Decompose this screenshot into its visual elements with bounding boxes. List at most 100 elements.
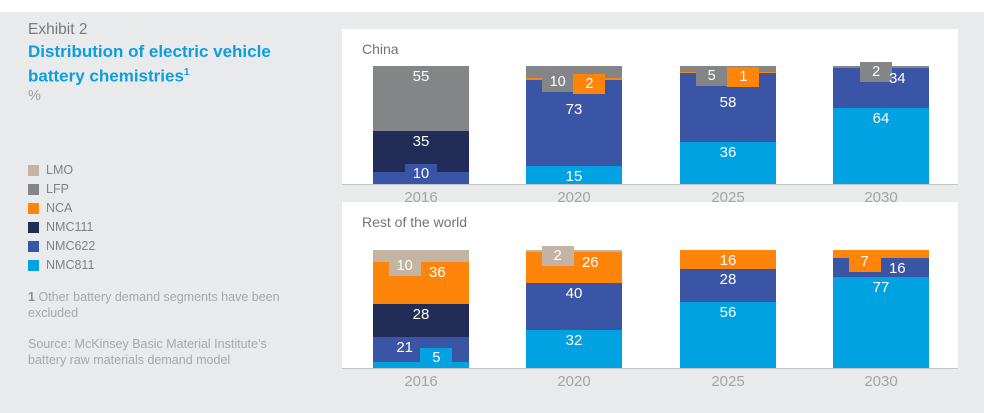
year-label-rest-of-the-world-2020: 2020: [557, 373, 591, 390]
unit-label: %: [28, 88, 41, 104]
exhibit-canvas: Exhibit 2 Distribution of electric vehic…: [0, 12, 984, 413]
year-label-rest-of-the-world-2025: 2025: [711, 373, 745, 390]
year-label-china-2020: 2020: [557, 189, 591, 206]
value-label-lfp: 10: [541, 71, 574, 92]
value-label-lmo: 10: [388, 255, 421, 276]
legend-swatch-lmo: [28, 165, 39, 176]
value-label-lfp: 2: [860, 62, 893, 83]
legend-item-lfp: LFP: [28, 183, 95, 196]
exhibit-title-line1: Distribution of electric vehicle: [28, 42, 271, 61]
value-label-nca: 16: [719, 252, 737, 269]
footnote-marker: 1: [28, 290, 35, 304]
legend-item-lmo: LMO: [28, 164, 95, 177]
legend-swatch-nmc811: [28, 260, 39, 271]
footnote-text: Other battery demand segments have been …: [28, 290, 280, 320]
segment-nmc622: [526, 283, 622, 331]
value-label-nmc622: 73: [565, 101, 583, 119]
value-label-nca: 1: [727, 67, 760, 88]
bars-rest-of-world: 10 36 28 21 5 2 26 40 32 16 28 56 7 16 77: [373, 246, 929, 368]
value-label-lmo: 2: [541, 246, 574, 267]
source-note: Source: McKinsey Basic Material Institut…: [28, 337, 267, 367]
value-label-nmc811: 77: [872, 279, 890, 297]
chart-title-china: China: [362, 41, 399, 57]
year-label-rest-of-the-world-2016: 2016: [404, 373, 438, 390]
bar-rest-of-the-world-2020: 2 26 40 32: [526, 246, 622, 368]
legend-swatch-nca: [28, 203, 39, 214]
value-label-lfp: 5: [695, 65, 728, 86]
x-axis-rest-of-world: 2016 2020 2025 2030: [342, 373, 958, 393]
year-label-china-2030: 2030: [864, 189, 898, 206]
x-axis-china: 2016 2020 2025 2030: [342, 189, 958, 209]
value-label-nmc622: 40: [565, 285, 583, 303]
bar-china-2025: 5 1 58 36: [680, 65, 776, 184]
value-label-nmc622: 34: [888, 70, 906, 88]
legend-item-nmc811: NMC811: [28, 259, 95, 272]
value-label-nmc811: 32: [565, 332, 583, 350]
value-label-nmc622: 16: [888, 260, 906, 278]
segment-nmc811: [526, 330, 622, 368]
segment-lmo: [373, 250, 469, 262]
segment-lfp: [373, 66, 469, 131]
value-label-nmc111: 28: [412, 306, 430, 324]
legend-item-nmc622: NMC622: [28, 240, 95, 253]
segment-nca: [680, 250, 776, 269]
bar-china-2030: 2 34 64: [833, 62, 929, 184]
exhibit-title-line2: battery chemistries: [28, 66, 184, 86]
segment-nmc811: [680, 301, 776, 368]
exhibit-number: Exhibit 2: [28, 21, 88, 38]
segment-nmc811: [526, 166, 622, 184]
year-label-china-2016: 2016: [404, 189, 438, 206]
value-label-nmc811: 64: [872, 110, 890, 128]
legend-item-nmc111: NMC111: [28, 221, 95, 234]
segment-nmc811: [833, 108, 929, 184]
value-label-nmc622: 10: [405, 164, 437, 184]
value-label-nca: 7: [848, 252, 881, 273]
footnote-marker-superscript: 1: [183, 67, 190, 78]
chart-block-rest-of-world: Rest of the world 10 36 28 21 5 2 26 40 32 16 28 56…: [342, 202, 958, 390]
value-label-nmc811: 5: [420, 348, 453, 368]
value-label-nca: 2: [573, 74, 606, 95]
segment-nmc622: [526, 80, 622, 167]
bar-china-2016: 55 35 10: [373, 66, 469, 184]
value-label-lfp: 55: [412, 68, 430, 85]
legend-swatch-nmc111: [28, 222, 39, 233]
year-label-china-2025: 2025: [711, 189, 745, 206]
legend-item-nca: NCA: [28, 202, 95, 215]
legend-label: NMC622: [46, 239, 96, 253]
footnote: 1 Other battery demand segments have bee…: [28, 290, 286, 321]
value-label-nmc811: 36: [719, 143, 737, 161]
segment-nmc622: [680, 268, 776, 302]
legend-label: NCA: [46, 201, 73, 215]
chart-panel-china: China 55 35 10 10 2 73 15 5 1 58 36 2 34 64: [342, 29, 958, 185]
legend-swatch-lfp: [28, 184, 39, 195]
legend-label: LMO: [46, 163, 74, 177]
value-label-nca: 36: [428, 263, 446, 281]
bars-china: 55 35 10 10 2 73 15 5 1 58 36 2 34 64: [373, 62, 929, 184]
value-label-nmc622: 28: [719, 270, 737, 288]
bar-rest-of-the-world-2016: 10 36 28 21 5: [373, 250, 469, 368]
value-label-nca: 26: [581, 254, 599, 272]
legend-label: LFP: [46, 182, 69, 196]
bar-rest-of-the-world-2025: 16 28 56: [680, 250, 776, 368]
segment-nmc811: [833, 277, 929, 368]
segment-nmc111: [373, 304, 469, 338]
year-label-rest-of-the-world-2030: 2030: [864, 373, 898, 390]
bar-china-2020: 10 2 73 15: [526, 66, 622, 184]
legend-label: NMC811: [46, 258, 95, 272]
value-label-nmc111: 35: [412, 132, 430, 150]
value-label-nmc811: 15: [565, 168, 583, 186]
segment-nmc811: [680, 141, 776, 184]
legend-label: NMC111: [46, 220, 94, 234]
chart-block-china: China 55 35 10 10 2 73 15 5 1 58 36 2 34 64 2016 2020 2…: [342, 29, 958, 206]
chart-legend: LMO LFP NCA NMC111 NMC622 NMC811: [28, 164, 95, 278]
segment-lfp: [526, 66, 622, 78]
segment-nca: [833, 250, 929, 259]
bar-rest-of-the-world-2030: 7 16 77: [833, 250, 929, 368]
value-label-nmc622: 21: [396, 339, 414, 357]
exhibit-title: Distribution of electric vehicle battery…: [28, 41, 271, 87]
value-label-nmc811: 56: [719, 303, 737, 321]
legend-swatch-nmc622: [28, 241, 39, 252]
segment-lmo: [526, 250, 622, 253]
chart-title-rest-of-world: Rest of the world: [362, 214, 468, 230]
